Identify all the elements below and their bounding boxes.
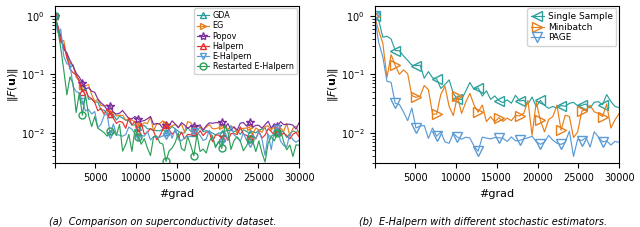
Halpern	[51, 15, 58, 17]
E-Halpern	[295, 139, 303, 141]
EG	[286, 135, 294, 137]
X-axis label: #grad: #grad	[479, 189, 515, 199]
PAGE	[570, 155, 577, 158]
GDA	[209, 132, 216, 134]
Line: Halpern: Halpern	[51, 12, 303, 145]
Restarted E-Halpern	[209, 134, 216, 137]
Restarted E-Halpern	[271, 140, 278, 142]
EG	[51, 15, 58, 17]
Legend: Single Sample, Minibatch, PAGE: Single Sample, Minibatch, PAGE	[527, 8, 616, 46]
PAGE	[412, 127, 420, 129]
Minibatch	[454, 94, 461, 97]
PAGE	[615, 141, 623, 144]
Minibatch	[441, 85, 449, 88]
GDA	[283, 136, 291, 139]
Line: GDA: GDA	[51, 12, 303, 141]
EG	[218, 125, 225, 128]
PAGE	[441, 141, 449, 143]
Popov	[199, 129, 207, 132]
Minibatch	[524, 99, 532, 102]
Halpern	[159, 128, 167, 131]
Text: (a)  Comparison on superconductivity dataset.: (a) Comparison on superconductivity data…	[49, 217, 277, 227]
Legend: GDA, EG, Popov, Halpern, E-Halpern, Restarted E-Halpern: GDA, EG, Popov, Halpern, E-Halpern, Rest…	[194, 8, 297, 74]
Line: Popov: Popov	[51, 12, 303, 134]
PAGE	[449, 132, 457, 135]
Single Sample	[524, 103, 532, 106]
GDA	[196, 126, 204, 128]
EG	[268, 129, 275, 131]
EG	[199, 128, 207, 131]
Restarted E-Halpern	[261, 161, 269, 163]
Line: E-Halpern: E-Halpern	[51, 12, 303, 159]
E-Halpern	[261, 154, 269, 157]
Line: Restarted E-Halpern: Restarted E-Halpern	[51, 12, 303, 165]
Single Sample	[454, 98, 461, 101]
GDA	[295, 130, 303, 132]
X-axis label: #grad: #grad	[159, 189, 195, 199]
Restarted E-Halpern	[199, 148, 207, 151]
PAGE	[524, 136, 532, 139]
E-Halpern	[196, 134, 204, 137]
GDA	[268, 135, 275, 138]
Minibatch	[449, 114, 457, 117]
E-Halpern	[218, 141, 225, 143]
Line: EG: EG	[51, 12, 303, 139]
Single Sample	[371, 15, 378, 17]
Minibatch	[570, 136, 577, 139]
Popov	[196, 123, 204, 126]
Halpern	[199, 134, 207, 137]
E-Halpern	[199, 139, 207, 142]
Y-axis label: $\|F(\mathbf{u})\|$: $\|F(\mathbf{u})\|$	[6, 67, 20, 102]
Minibatch	[371, 15, 378, 17]
GDA	[51, 15, 58, 17]
Line: Single Sample: Single Sample	[370, 11, 624, 113]
Halpern	[196, 129, 204, 132]
Single Sample	[412, 64, 420, 67]
Text: (b)  E-Halpern with different stochastic estimators.: (b) E-Halpern with different stochastic …	[359, 217, 607, 227]
GDA	[159, 128, 167, 131]
Halpern	[271, 133, 278, 136]
Popov	[159, 127, 167, 130]
Single Sample	[615, 106, 623, 109]
Popov	[202, 124, 210, 127]
GDA	[199, 130, 207, 133]
Popov	[51, 15, 58, 17]
GDA	[218, 131, 225, 134]
Popov	[212, 121, 220, 124]
Minibatch	[412, 96, 420, 99]
Minibatch	[433, 113, 440, 116]
Single Sample	[449, 92, 457, 95]
E-Halpern	[159, 134, 167, 137]
Popov	[295, 121, 303, 124]
E-Halpern	[51, 15, 58, 17]
Single Sample	[545, 107, 552, 110]
EG	[159, 120, 167, 122]
Popov	[221, 127, 228, 129]
PAGE	[454, 136, 461, 138]
Restarted E-Halpern	[51, 15, 58, 17]
E-Halpern	[271, 128, 278, 131]
E-Halpern	[209, 136, 216, 139]
EG	[196, 126, 204, 128]
Halpern	[295, 136, 303, 138]
Line: Minibatch: Minibatch	[370, 11, 624, 143]
Restarted E-Halpern	[159, 143, 167, 146]
Line: PAGE: PAGE	[370, 11, 624, 161]
EG	[295, 133, 303, 136]
Halpern	[209, 140, 216, 143]
PAGE	[371, 15, 378, 17]
Halpern	[212, 134, 220, 136]
Restarted E-Halpern	[295, 144, 303, 147]
Restarted E-Halpern	[196, 150, 204, 153]
Single Sample	[441, 83, 449, 86]
Halpern	[221, 133, 228, 136]
Y-axis label: $\|F(\mathbf{u})\|$: $\|F(\mathbf{u})\|$	[326, 67, 340, 102]
Restarted E-Halpern	[218, 147, 225, 150]
Popov	[271, 122, 278, 125]
EG	[209, 127, 216, 130]
Single Sample	[433, 78, 440, 80]
PAGE	[433, 135, 440, 138]
Minibatch	[615, 112, 623, 115]
